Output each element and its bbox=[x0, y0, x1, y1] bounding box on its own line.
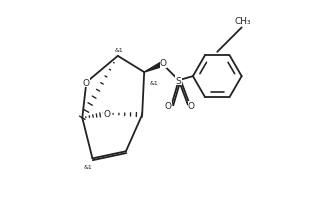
Text: O: O bbox=[104, 110, 111, 119]
Text: S: S bbox=[176, 76, 182, 85]
Text: &1: &1 bbox=[150, 80, 159, 85]
Text: O: O bbox=[83, 78, 90, 87]
Text: CH₃: CH₃ bbox=[234, 17, 251, 26]
Polygon shape bbox=[144, 62, 164, 73]
Text: &1: &1 bbox=[84, 164, 93, 169]
Text: O: O bbox=[160, 59, 167, 68]
Text: O: O bbox=[164, 102, 171, 110]
Text: O: O bbox=[188, 102, 195, 110]
Text: &1: &1 bbox=[114, 48, 123, 53]
